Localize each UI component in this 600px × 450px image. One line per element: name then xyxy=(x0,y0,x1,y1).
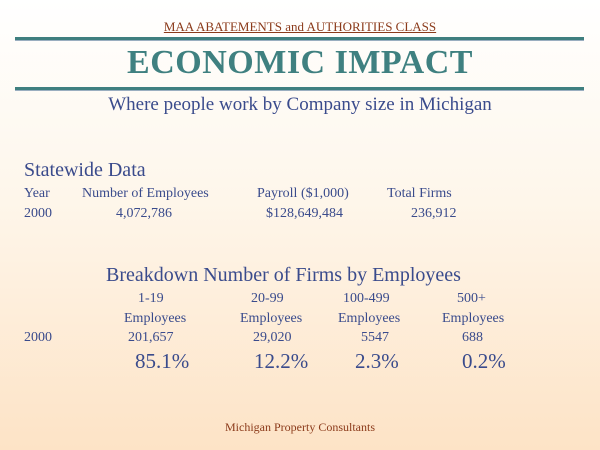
statewide-employees: 4,072,786 xyxy=(116,206,172,221)
top-rule-shadow xyxy=(15,40,584,41)
statewide-payroll: $128,649,484 xyxy=(266,206,343,221)
breakdown-range-4: 500+ xyxy=(457,291,486,306)
breakdown-range-3: 100-499 xyxy=(343,291,390,306)
breakdown-range-1: 1-19 xyxy=(138,291,164,306)
breakdown-pct-3: 2.3% xyxy=(355,349,399,373)
breakdown-heading: Breakdown Number of Firms by Employees xyxy=(106,264,461,286)
breakdown-range-2: 20-99 xyxy=(251,291,284,306)
breakdown-pct-1: 85.1% xyxy=(135,349,190,373)
breakdown-value-1: 201,657 xyxy=(128,330,174,345)
subtitle: Where people work by Company size in Mic… xyxy=(108,94,492,115)
breakdown-unit-3: Employees xyxy=(338,311,401,326)
col-header-employees: Number of Employees xyxy=(82,186,209,201)
page-title: ECONOMIC IMPACT xyxy=(127,44,473,81)
footer-credit: Michigan Property Consultants xyxy=(225,420,375,434)
col-header-firms: Total Firms xyxy=(387,186,452,201)
breakdown-unit-1: Employees xyxy=(124,311,187,326)
class-header: MAA ABATEMENTS and AUTHORITIES CLASS xyxy=(163,19,437,34)
statewide-firms: 236,912 xyxy=(411,206,457,221)
breakdown-unit-2: Employees xyxy=(240,311,303,326)
col-header-payroll: Payroll ($1,000) xyxy=(257,186,349,201)
bottom-rule-shadow xyxy=(15,90,584,91)
breakdown-value-2: 29,020 xyxy=(253,330,292,345)
bottom-rule xyxy=(15,87,584,90)
breakdown-year: 2000 xyxy=(24,330,52,345)
breakdown-value-3: 5547 xyxy=(361,330,389,345)
breakdown-value-4: 688 xyxy=(462,330,483,345)
statewide-heading: Statewide Data xyxy=(24,159,146,181)
breakdown-pct-2: 12.2% xyxy=(254,349,309,373)
breakdown-pct-4: 0.2% xyxy=(462,349,506,373)
col-header-year: Year xyxy=(24,186,50,201)
top-rule xyxy=(15,37,584,40)
breakdown-unit-4: Employees xyxy=(442,311,505,326)
statewide-year: 2000 xyxy=(24,206,52,221)
